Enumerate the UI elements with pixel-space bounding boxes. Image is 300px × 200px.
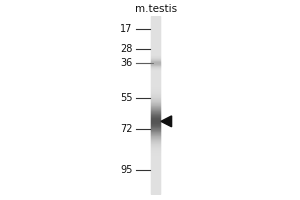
Text: m.testis: m.testis <box>135 4 177 14</box>
Polygon shape <box>161 116 172 127</box>
Text: 95: 95 <box>120 165 133 175</box>
Text: 17: 17 <box>120 24 133 34</box>
Text: 72: 72 <box>120 124 133 134</box>
Text: 36: 36 <box>121 58 133 68</box>
Text: 28: 28 <box>120 44 133 54</box>
Text: 55: 55 <box>120 93 133 103</box>
